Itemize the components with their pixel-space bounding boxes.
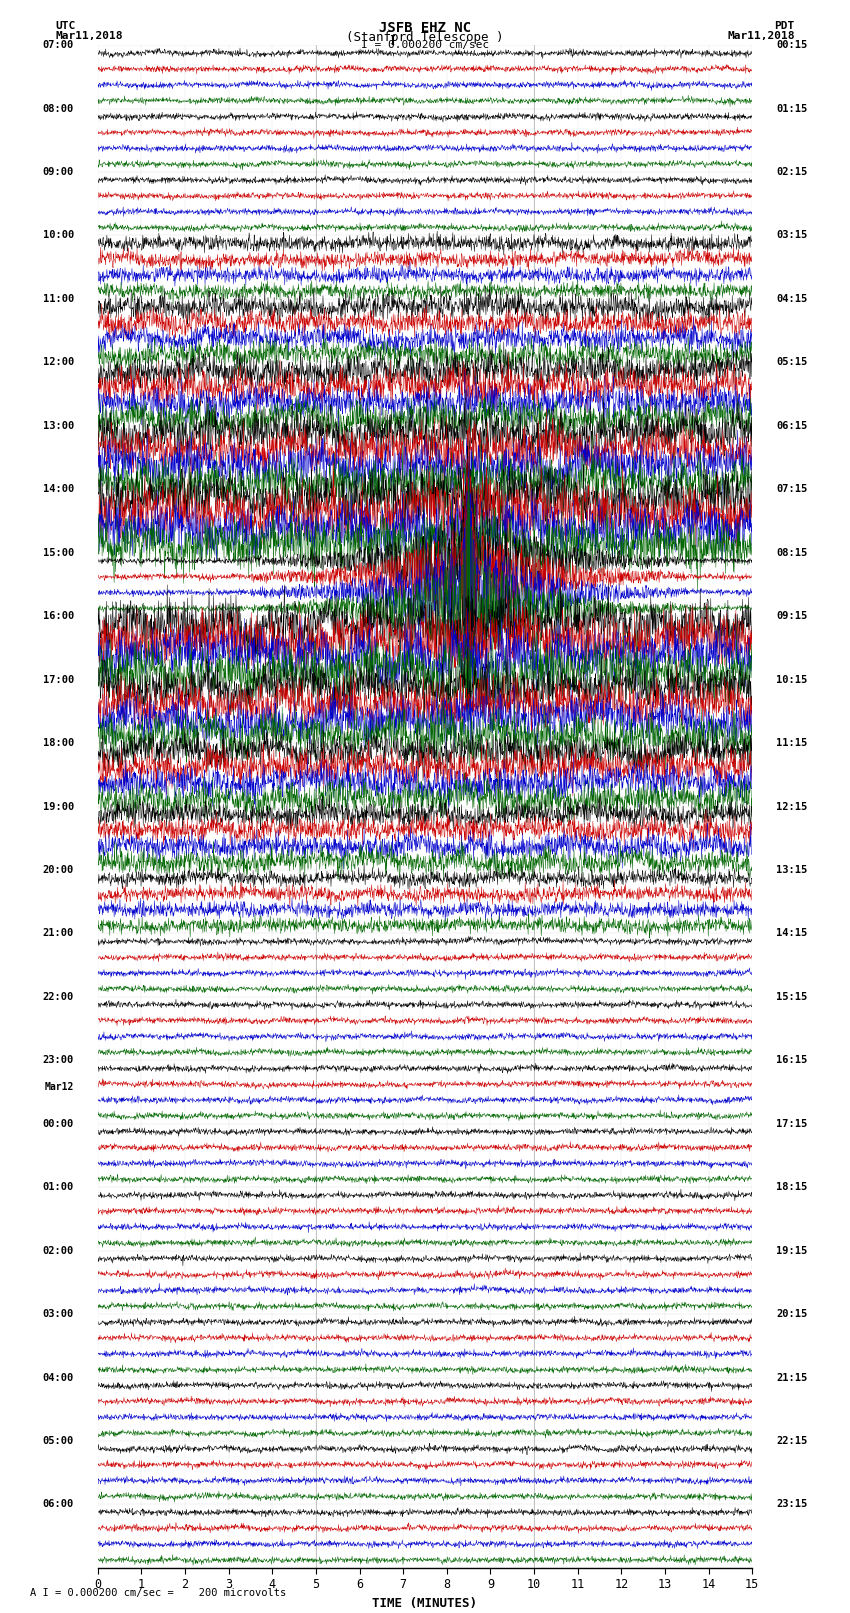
Text: 21:15: 21:15 bbox=[776, 1373, 808, 1382]
Text: PDT: PDT bbox=[774, 21, 795, 31]
Text: 18:00: 18:00 bbox=[42, 739, 74, 748]
Text: 17:00: 17:00 bbox=[42, 674, 74, 684]
Text: 19:15: 19:15 bbox=[776, 1245, 808, 1255]
Text: 15:00: 15:00 bbox=[42, 548, 74, 558]
Text: 02:15: 02:15 bbox=[776, 168, 808, 177]
Text: 21:00: 21:00 bbox=[42, 929, 74, 939]
Text: 13:15: 13:15 bbox=[776, 865, 808, 874]
Text: 03:15: 03:15 bbox=[776, 231, 808, 240]
Text: 03:00: 03:00 bbox=[42, 1310, 74, 1319]
Text: 17:15: 17:15 bbox=[776, 1119, 808, 1129]
Text: 22:15: 22:15 bbox=[776, 1436, 808, 1445]
Text: 11:15: 11:15 bbox=[776, 739, 808, 748]
Text: 04:15: 04:15 bbox=[776, 294, 808, 303]
Text: 00:15: 00:15 bbox=[776, 40, 808, 50]
Text: Mar11,2018: Mar11,2018 bbox=[55, 31, 122, 40]
Text: 23:00: 23:00 bbox=[42, 1055, 74, 1065]
Text: JSFB EHZ NC: JSFB EHZ NC bbox=[379, 21, 471, 35]
Text: 19:00: 19:00 bbox=[42, 802, 74, 811]
Text: I = 0.000200 cm/sec: I = 0.000200 cm/sec bbox=[361, 40, 489, 50]
Text: Mar11,2018: Mar11,2018 bbox=[728, 31, 795, 40]
Text: 13:00: 13:00 bbox=[42, 421, 74, 431]
Text: 10:15: 10:15 bbox=[776, 674, 808, 684]
Text: 02:00: 02:00 bbox=[42, 1245, 74, 1255]
Text: 12:15: 12:15 bbox=[776, 802, 808, 811]
X-axis label: TIME (MINUTES): TIME (MINUTES) bbox=[372, 1597, 478, 1610]
Text: 16:15: 16:15 bbox=[776, 1055, 808, 1065]
Text: 08:15: 08:15 bbox=[776, 548, 808, 558]
Text: UTC: UTC bbox=[55, 21, 76, 31]
Text: 10:00: 10:00 bbox=[42, 231, 74, 240]
Text: 07:15: 07:15 bbox=[776, 484, 808, 494]
Text: 20:15: 20:15 bbox=[776, 1310, 808, 1319]
Text: 09:15: 09:15 bbox=[776, 611, 808, 621]
Text: 01:00: 01:00 bbox=[42, 1182, 74, 1192]
Text: 09:00: 09:00 bbox=[42, 168, 74, 177]
Text: 05:15: 05:15 bbox=[776, 358, 808, 368]
Text: 11:00: 11:00 bbox=[42, 294, 74, 303]
Text: Mar12: Mar12 bbox=[44, 1082, 74, 1092]
Text: 18:15: 18:15 bbox=[776, 1182, 808, 1192]
Text: A I = 0.000200 cm/sec =    200 microvolts: A I = 0.000200 cm/sec = 200 microvolts bbox=[30, 1589, 286, 1598]
Text: 05:00: 05:00 bbox=[42, 1436, 74, 1445]
Text: 15:15: 15:15 bbox=[776, 992, 808, 1002]
Text: 12:00: 12:00 bbox=[42, 358, 74, 368]
Text: 23:15: 23:15 bbox=[776, 1500, 808, 1510]
Text: 08:00: 08:00 bbox=[42, 103, 74, 113]
Text: 04:00: 04:00 bbox=[42, 1373, 74, 1382]
Text: 14:15: 14:15 bbox=[776, 929, 808, 939]
Text: (Stanford Telescope ): (Stanford Telescope ) bbox=[346, 31, 504, 44]
Text: 14:00: 14:00 bbox=[42, 484, 74, 494]
Text: 16:00: 16:00 bbox=[42, 611, 74, 621]
Text: 06:00: 06:00 bbox=[42, 1500, 74, 1510]
Text: 22:00: 22:00 bbox=[42, 992, 74, 1002]
Text: 20:00: 20:00 bbox=[42, 865, 74, 874]
Text: 00:00: 00:00 bbox=[42, 1119, 74, 1129]
Text: 07:00: 07:00 bbox=[42, 40, 74, 50]
Text: 01:15: 01:15 bbox=[776, 103, 808, 113]
Text: 06:15: 06:15 bbox=[776, 421, 808, 431]
